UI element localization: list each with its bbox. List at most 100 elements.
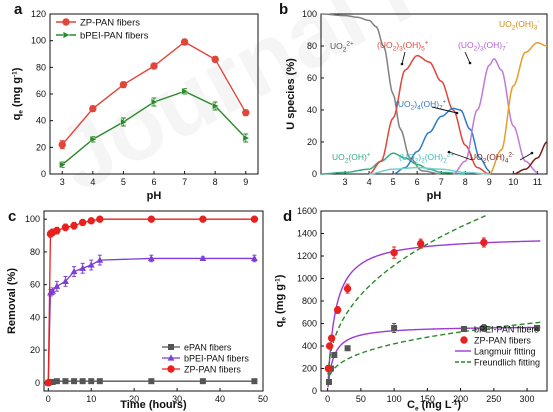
panel-letter: d — [283, 208, 292, 225]
species-curve-1 — [320, 152, 466, 175]
y-tick-label: 0 — [41, 169, 46, 179]
species-label: (UO2)3(OH)5+ — [377, 40, 429, 53]
y-tick-label: 600 — [302, 319, 317, 329]
y-tick-label: 1000 — [297, 274, 317, 284]
x-tick-label: 6 — [415, 177, 420, 187]
y-tick-label: 0 — [35, 378, 40, 388]
data-point — [325, 379, 332, 385]
data-point — [199, 254, 207, 262]
y-tick-label: 100 — [31, 36, 46, 46]
data-point — [53, 378, 60, 385]
data-point — [199, 215, 207, 223]
arrow-head — [530, 151, 534, 155]
data-point — [147, 254, 155, 262]
x-tick-label: 50 — [356, 394, 366, 404]
annotation-arrow — [464, 51, 471, 64]
x-tick-label: 3 — [60, 177, 65, 187]
x-axis-title: pH — [147, 190, 162, 202]
data-point — [78, 218, 87, 227]
x-axis-title: Time (hours) — [120, 399, 187, 411]
legend-label: bPEI-PAN fibers — [184, 354, 249, 364]
y-tick-label: 100 — [25, 214, 40, 224]
panel-d: 0 50 100 150 200 250 300 0 200 400 600 800 1000 1200 1… — [274, 206, 548, 412]
data-point — [242, 134, 250, 142]
data-point — [212, 102, 220, 110]
y-tick-label: 80 — [30, 247, 40, 257]
species-curve-3 — [393, 107, 490, 175]
data-point — [251, 254, 258, 262]
y-tick-label: 60 — [307, 73, 317, 83]
legend-marker — [168, 344, 174, 350]
data-point — [211, 55, 219, 64]
legend-marker — [167, 365, 175, 373]
data-point — [49, 379, 56, 385]
data-point — [480, 238, 488, 247]
arrow-head — [400, 62, 404, 66]
data-point — [343, 284, 352, 293]
data-point — [180, 38, 189, 46]
x-tick-label: 5 — [391, 177, 396, 187]
data-point — [391, 325, 398, 331]
y-tick-label: 20 — [36, 142, 46, 152]
data-point — [96, 256, 104, 263]
x-tick-label: 300 — [520, 394, 535, 404]
data-point — [89, 104, 97, 113]
y-tick-label: 40 — [30, 312, 40, 322]
species-label: UO2(OH)+ — [332, 152, 371, 165]
y-tick-label: 60 — [36, 89, 46, 99]
data-point — [71, 378, 78, 385]
species-label: (UO2)2(OH)22+ — [399, 152, 454, 165]
x-tick-label: 11 — [533, 177, 542, 187]
data-point — [331, 352, 338, 358]
plot-frame — [43, 210, 264, 392]
legend-marker — [62, 18, 70, 26]
x-tick-label: 10 — [508, 177, 518, 187]
panel-letter: c — [8, 208, 16, 225]
x-tick-label: 10 — [86, 394, 96, 404]
data-point — [150, 62, 158, 70]
x-tick-label: 8 — [463, 177, 468, 187]
x-tick-label: 9 — [487, 177, 492, 187]
y-axis-title: qe (mg g-1) — [274, 274, 288, 327]
data-point — [70, 267, 78, 275]
freundlich-fit-zp — [327, 214, 488, 375]
y-tick-label: 0 — [312, 386, 317, 396]
y-tick-label: 400 — [302, 341, 317, 351]
data-point — [324, 364, 333, 373]
species-label: UO22+ — [330, 41, 354, 54]
x-tick-label: 7 — [182, 177, 187, 187]
y-tick-label: 40 — [307, 105, 317, 115]
data-point — [44, 379, 52, 387]
legend-marker — [461, 326, 467, 332]
x-tick-label: 5 — [121, 177, 126, 187]
y-tick-label: 60 — [30, 280, 40, 290]
legend-label: ePAN fibers — [184, 343, 232, 353]
data-point — [96, 378, 103, 385]
y-tick-label: 1600 — [297, 206, 317, 216]
x-tick-label: 4 — [367, 177, 372, 187]
annotation-arrow — [519, 152, 533, 161]
data-point — [327, 334, 336, 342]
data-point — [79, 264, 87, 271]
x-tick-label: 20 — [129, 394, 139, 404]
x-tick-label: 3 — [343, 177, 348, 187]
legend-marker — [167, 354, 175, 361]
legend-label: ZP-PAN fibers — [80, 18, 140, 29]
y-tick-label: 800 — [302, 296, 317, 306]
data-point — [96, 215, 104, 223]
legend-label: ZP-PAN fibers — [474, 336, 531, 346]
y-tick-label: 80 — [307, 41, 317, 51]
x-tick-label: 250 — [486, 394, 501, 404]
freundlich-fit-bpei — [327, 321, 541, 383]
data-point — [250, 215, 259, 223]
data-point — [62, 277, 69, 284]
species-label: UO2(OH)42- — [470, 152, 514, 165]
x-tick-label: 200 — [453, 394, 468, 404]
data-point — [58, 140, 66, 149]
panel-c: 0 10 20 30 40 50 0 20 40 60 80 100 c Time (hours) Remo… — [6, 208, 268, 411]
data-point — [199, 378, 206, 385]
legend-marker — [460, 336, 468, 344]
x-tick-label: 6 — [151, 177, 156, 187]
x-tick-label: 9 — [243, 177, 248, 187]
x-tick-label: 4 — [90, 177, 95, 187]
